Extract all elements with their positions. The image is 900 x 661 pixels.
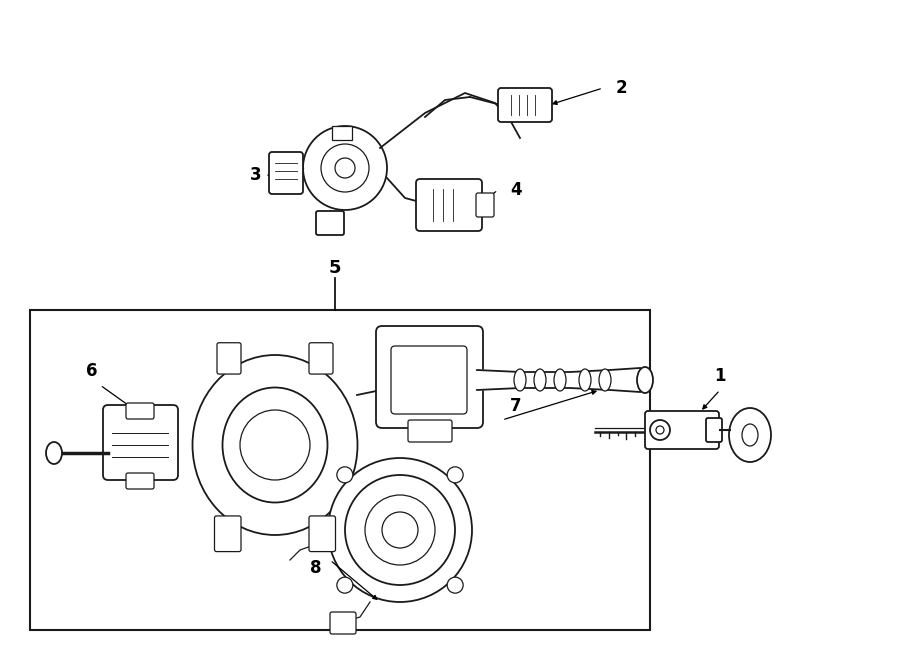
Circle shape	[656, 426, 664, 434]
FancyBboxPatch shape	[126, 473, 154, 489]
Text: 2: 2	[616, 79, 626, 97]
Ellipse shape	[222, 387, 328, 502]
Ellipse shape	[579, 369, 591, 391]
Circle shape	[335, 158, 355, 178]
Ellipse shape	[447, 467, 464, 483]
FancyBboxPatch shape	[126, 403, 154, 419]
Text: 5: 5	[328, 259, 341, 277]
Bar	[332, 126, 352, 140]
Text: 3: 3	[250, 166, 262, 184]
Circle shape	[382, 512, 418, 548]
Circle shape	[650, 420, 670, 440]
Text: 8: 8	[310, 559, 322, 577]
FancyBboxPatch shape	[309, 343, 333, 374]
FancyBboxPatch shape	[376, 326, 483, 428]
FancyBboxPatch shape	[316, 211, 344, 235]
Text: 1: 1	[715, 367, 725, 385]
Ellipse shape	[193, 355, 357, 535]
Circle shape	[328, 458, 472, 602]
Circle shape	[345, 475, 455, 585]
Ellipse shape	[637, 367, 653, 393]
Circle shape	[303, 126, 387, 210]
FancyBboxPatch shape	[269, 152, 303, 194]
FancyBboxPatch shape	[498, 88, 552, 122]
Ellipse shape	[554, 369, 566, 391]
Ellipse shape	[46, 442, 62, 464]
Circle shape	[240, 410, 310, 480]
FancyBboxPatch shape	[645, 411, 719, 449]
FancyBboxPatch shape	[416, 179, 482, 231]
FancyBboxPatch shape	[103, 405, 178, 480]
FancyBboxPatch shape	[391, 346, 467, 414]
Circle shape	[365, 495, 435, 565]
Text: 4: 4	[510, 181, 522, 199]
Circle shape	[321, 144, 369, 192]
FancyBboxPatch shape	[330, 612, 356, 634]
FancyBboxPatch shape	[408, 420, 452, 442]
Text: 7: 7	[510, 397, 522, 415]
Ellipse shape	[337, 577, 353, 593]
Ellipse shape	[447, 577, 464, 593]
FancyBboxPatch shape	[214, 516, 241, 551]
Bar	[30, 310, 650, 630]
FancyBboxPatch shape	[706, 418, 722, 442]
Text: 6: 6	[86, 362, 98, 380]
FancyBboxPatch shape	[217, 343, 241, 374]
Ellipse shape	[599, 369, 611, 391]
Ellipse shape	[742, 424, 758, 446]
Ellipse shape	[337, 467, 353, 483]
Ellipse shape	[514, 369, 526, 391]
FancyBboxPatch shape	[476, 193, 494, 217]
Polygon shape	[477, 368, 640, 392]
FancyBboxPatch shape	[309, 516, 336, 551]
Ellipse shape	[729, 408, 771, 462]
Ellipse shape	[534, 369, 546, 391]
